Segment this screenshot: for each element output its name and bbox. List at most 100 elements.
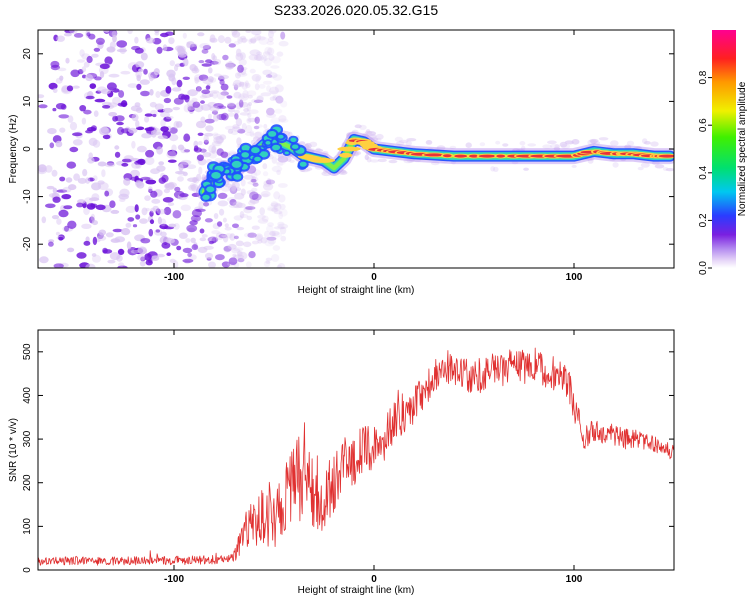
noise-blob <box>165 183 170 188</box>
noise-blob <box>117 102 127 107</box>
noise-blob <box>244 82 251 89</box>
noise-blob <box>99 63 110 70</box>
haze-blob <box>637 166 644 171</box>
noise-blob <box>130 249 140 254</box>
noise-blob <box>280 100 288 108</box>
noise-blob <box>225 61 236 70</box>
noise-blob <box>237 36 243 44</box>
noise-blob <box>237 258 245 263</box>
noise-blob <box>217 200 229 207</box>
noise-blob <box>51 215 60 220</box>
haze-blob <box>375 133 384 140</box>
noise-blob <box>251 225 260 230</box>
noise-blob <box>69 146 79 153</box>
noise-blob <box>144 253 152 261</box>
noise-blob <box>160 231 167 237</box>
noise-blob <box>247 117 258 123</box>
noise-blob <box>250 37 257 44</box>
noise-blob <box>186 41 194 45</box>
noise-blob <box>138 68 144 73</box>
noise-blob <box>267 72 278 79</box>
track-core <box>469 154 479 158</box>
snr-x-axis-label: Height of straight line (km) <box>298 585 415 596</box>
noise-blob <box>135 214 141 220</box>
noise-blob <box>211 237 217 244</box>
noise-blob <box>58 209 69 218</box>
noise-blob <box>238 93 249 101</box>
noise-blob <box>149 101 157 108</box>
noise-blob <box>213 213 219 219</box>
noise-blob <box>246 90 257 97</box>
noise-blob <box>216 105 227 110</box>
noise-blob <box>157 135 168 140</box>
noise-blob <box>215 135 225 144</box>
noise-blob <box>140 90 150 97</box>
noise-blob <box>178 163 184 172</box>
snr-y-tick-label: 300 <box>22 430 33 447</box>
noise-blob <box>239 101 249 108</box>
noise-blob <box>102 105 111 109</box>
noise-blob <box>228 203 240 209</box>
noise-blob <box>184 149 190 153</box>
noise-blob <box>276 264 283 268</box>
noise-blob <box>163 97 172 104</box>
noise-blob <box>273 203 282 211</box>
noise-blob <box>148 228 154 237</box>
noise-blob <box>161 174 169 183</box>
noise-blob <box>59 127 66 133</box>
noise-blob <box>77 59 85 63</box>
noise-blob <box>52 107 57 112</box>
noise-blob <box>263 56 268 61</box>
noise-blob <box>56 218 62 225</box>
noise-blob <box>124 155 134 160</box>
noise-blob <box>145 259 153 266</box>
noise-blob <box>130 157 140 162</box>
noise-blob <box>201 89 211 95</box>
noise-blob <box>185 238 191 243</box>
noise-blob <box>127 83 138 88</box>
noise-blob <box>235 240 244 247</box>
noise-blob <box>207 113 213 119</box>
noise-blob <box>135 70 142 79</box>
noise-blob <box>191 43 198 47</box>
noise-blob <box>195 120 207 129</box>
noise-blob <box>116 40 128 48</box>
noise-blob <box>207 76 214 83</box>
noise-blob <box>166 252 172 256</box>
track-blob-core <box>299 161 307 167</box>
noise-blob <box>236 202 246 209</box>
noise-blob <box>246 117 252 124</box>
noise-blob <box>160 111 170 118</box>
noise-blob <box>271 254 280 262</box>
track-blob-core <box>251 147 260 154</box>
noise-blob <box>251 74 262 82</box>
noise-blob <box>272 94 282 99</box>
noise-blob <box>202 45 211 50</box>
noise-blob <box>267 47 275 56</box>
noise-blob <box>156 165 166 172</box>
noise-blob <box>117 265 128 268</box>
noise-blob <box>243 206 253 211</box>
noise-blob <box>85 129 93 134</box>
noise-blob <box>182 247 193 254</box>
noise-blob <box>145 37 155 44</box>
haze-blob <box>495 140 501 145</box>
haze-blob <box>527 143 537 147</box>
noise-blob <box>144 127 155 131</box>
noise-blob <box>114 145 120 150</box>
noise-blob <box>144 113 153 117</box>
noise-blob <box>198 74 209 81</box>
noise-blob <box>263 123 268 129</box>
noise-blob <box>85 74 93 82</box>
spectrogram-x-tick-label: -100 <box>164 272 184 283</box>
noise-blob <box>145 179 157 185</box>
track-blob-core <box>292 144 299 149</box>
noise-blob <box>219 208 225 216</box>
noise-blob <box>175 121 183 128</box>
noise-blob <box>220 112 229 121</box>
noise-blob <box>238 99 244 108</box>
noise-blob <box>204 252 214 260</box>
noise-blob <box>91 53 99 58</box>
spectrogram-y-tick-label: 0 <box>22 146 33 152</box>
noise-blob <box>104 162 116 168</box>
